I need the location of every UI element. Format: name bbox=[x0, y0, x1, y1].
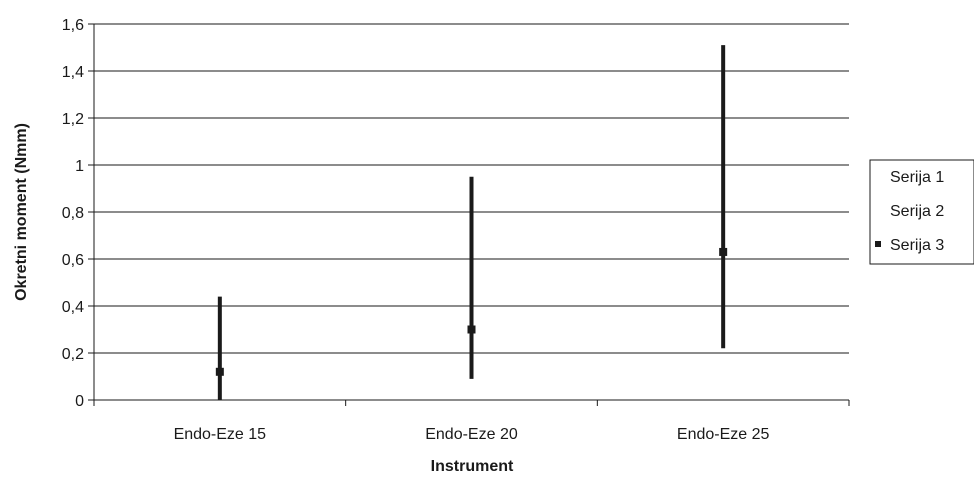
x-tick-label: Endo-Eze 20 bbox=[425, 426, 518, 443]
legend-label: Serija 3 bbox=[890, 237, 944, 254]
x-axis-title: Instrument bbox=[431, 458, 514, 475]
y-tick-label: 1,2 bbox=[62, 111, 84, 128]
y-axis-ticks: 0 0,2 0,4 0,6 0,8 1 1,2 1,4 1,6 bbox=[62, 17, 94, 410]
y-tick-label: 1,6 bbox=[62, 17, 84, 34]
y-tick-label: 0,2 bbox=[62, 346, 84, 363]
y-tick-label: 0,6 bbox=[62, 252, 84, 269]
y-tick-label: 1,4 bbox=[62, 64, 84, 81]
serija-3-marker bbox=[215, 367, 224, 376]
legend-box bbox=[869, 159, 974, 265]
serija-3-marker bbox=[467, 325, 476, 334]
y-tick-label: 1 bbox=[75, 158, 84, 175]
x-tick-label: Endo-Eze 15 bbox=[174, 426, 267, 443]
serija-3-marker bbox=[719, 247, 728, 256]
legend-label: Serija 2 bbox=[890, 203, 944, 220]
legend-marker-serija-3 bbox=[875, 241, 881, 247]
x-tick-label: Endo-Eze 25 bbox=[677, 426, 770, 443]
x-axis-ticks: Endo-Eze 15 Endo-Eze 20 Endo-Eze 25 bbox=[93, 400, 850, 443]
y-tick-label: 0,4 bbox=[62, 299, 84, 316]
legend: Serija 1 Serija 2 Serija 3 bbox=[869, 159, 974, 265]
legend-label: Serija 1 bbox=[890, 169, 944, 186]
y-axis-title: Okretni moment (Nmm) bbox=[13, 123, 30, 301]
data-marks bbox=[215, 45, 728, 400]
y-tick-label: 0,8 bbox=[62, 205, 84, 222]
y-tick-label: 0 bbox=[75, 393, 84, 410]
